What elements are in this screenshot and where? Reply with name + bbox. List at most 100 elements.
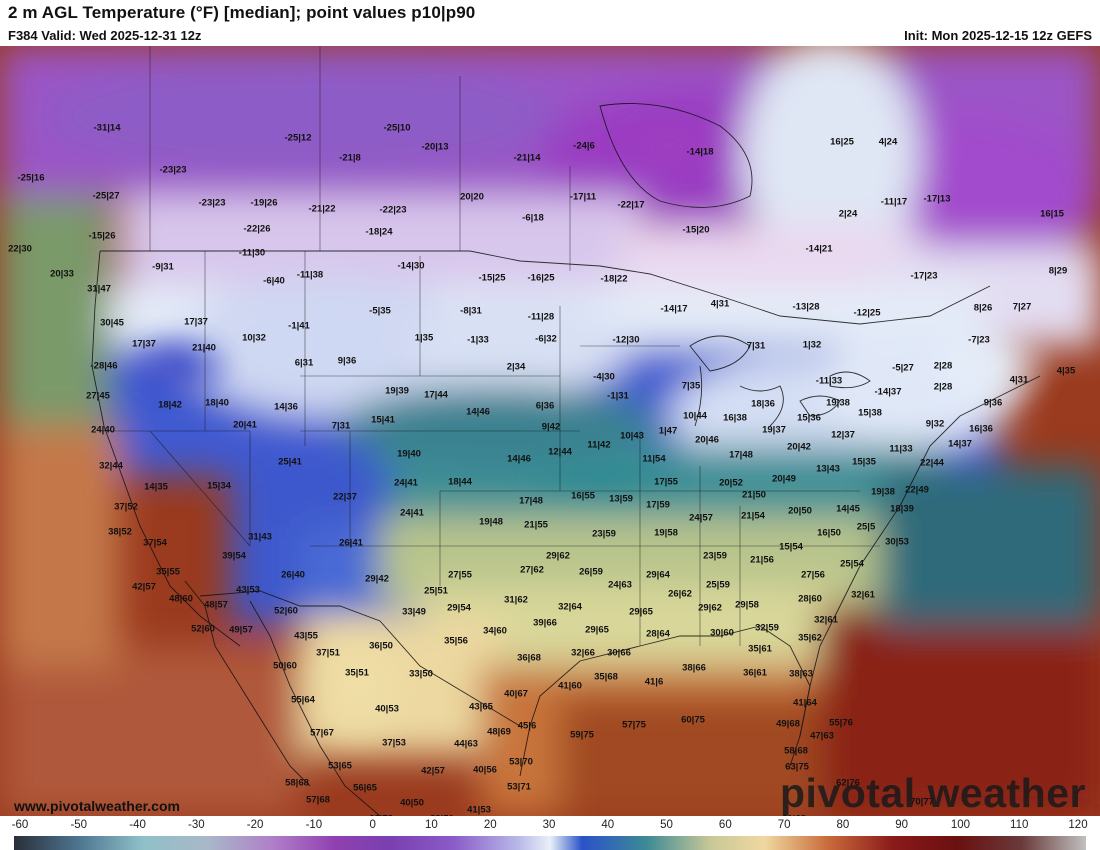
point-value: 61|63 [782,814,806,816]
scale-tick-label: 110 [1010,819,1029,831]
point-value: -31|14 [93,122,121,134]
point-value: 4|35 [1056,365,1076,377]
scale-tick-label: 60 [718,819,732,831]
point-value: 8|29 [1048,265,1068,277]
point-value: 18|36 [751,398,775,410]
point-value: -14|18 [686,146,714,158]
point-value: 11|42 [587,439,611,451]
point-value: 44|63 [454,738,478,750]
point-value: 20|20 [460,191,484,203]
website-watermark[interactable]: www.pivotalweather.com [14,798,180,814]
point-value: 24|41 [394,477,418,489]
point-value: 63|75 [785,761,809,773]
point-value: 27|56 [801,569,825,581]
point-value: 21|55 [524,519,548,531]
point-value: -21|22 [308,203,336,215]
point-value: -15|20 [682,224,710,236]
point-value: 32|64 [558,601,582,613]
point-value: 15|35 [852,456,876,468]
point-value: 37|51 [316,647,340,659]
point-value: 24|63 [608,579,632,591]
point-value: 30|45 [100,317,124,329]
point-value: 9|36 [983,397,1003,409]
point-value: 36|68 [517,652,541,664]
point-value: 37|52 [114,501,138,513]
point-value: 31|62 [504,594,528,606]
point-value: 17|59 [646,499,670,511]
point-value: 27|62 [520,564,544,576]
map-title: 2 m AGL Temperature (°F) [median]; point… [8,3,476,22]
point-value: 58|68 [285,777,309,789]
point-value: 42|57 [132,581,156,593]
point-value: 56|65 [353,782,377,794]
point-value: -5|35 [369,305,391,317]
scale-tick-label: 10 [425,819,438,831]
point-value: 2|28 [933,381,953,393]
point-value: 26|40 [281,569,305,581]
point-value: 12|37 [831,429,855,441]
point-value: 29|58 [735,599,759,611]
point-value: -14|21 [805,243,833,255]
point-value: -25|16 [17,172,45,184]
point-value: 19|38 [871,486,895,498]
point-value: 39|54 [222,550,246,562]
point-value: -20|13 [421,141,449,153]
scale-tick-label: -50 [70,819,88,831]
point-value: 4|31 [1009,374,1029,386]
point-value: 20|52 [719,477,743,489]
point-value: 20|49 [772,473,796,485]
point-value: 20|42 [787,441,811,453]
point-value: 20|41 [233,419,257,431]
point-value: 19|48 [479,516,503,528]
point-value: 23|59 [703,550,727,562]
point-value: 38|52 [108,526,132,538]
point-value: 57|67 [310,727,334,739]
point-value: 14|45 [836,503,860,515]
point-value: -17|13 [923,193,951,205]
point-value: 7|31 [746,340,766,352]
point-value: -14|37 [874,386,902,398]
point-value: -14|30 [397,260,425,272]
point-value: 30|66 [607,647,631,659]
point-value: 52|60 [191,623,215,635]
point-value: 15|38 [858,407,882,419]
point-value: 40|67 [504,688,528,700]
point-value: 21|56 [750,554,774,566]
point-value: 25|54 [840,558,864,570]
point-value: 21|50 [742,489,766,501]
point-value: -23|23 [159,164,187,176]
point-value: 35|55 [156,566,180,578]
point-value: 39|51 [430,814,454,816]
scale-tick-label: 20 [483,819,497,831]
point-value: 53|65 [328,760,352,772]
point-value: 16|25 [830,136,854,148]
point-value: 15|34 [207,480,231,492]
point-value: -11|30 [238,247,266,259]
point-value: 14|36 [274,401,298,413]
point-value: 36|50 [369,640,393,652]
point-value: -1|41 [288,320,310,332]
point-value: 43|55 [294,630,318,642]
scale-tick-label: 120 [1068,819,1088,831]
point-value: 29|64 [646,569,670,581]
point-value: 50|60 [273,660,297,672]
point-value: 53|71 [507,781,531,793]
point-value: 1|35 [414,332,434,344]
point-value: 14|35 [144,481,168,493]
color-scale-bar [14,836,1086,850]
point-value: 33|49 [402,606,426,618]
point-value: 29|65 [585,624,609,636]
point-value: -15|26 [88,230,116,242]
point-value: -11|38 [296,269,324,281]
point-value: 32|61 [814,614,838,626]
point-value: 12|44 [548,446,572,458]
point-value: 57|68 [306,794,330,806]
point-value: 35|62 [798,632,822,644]
point-value: 2|24 [838,208,858,220]
temperature-map: -31|14 -25|12 -25|10 -20|13 -21|14 -24|6 -14|1… [0,46,1100,816]
point-value: 25|41 [278,456,302,468]
point-value: 68|73 [369,814,393,816]
point-value: 40|50 [400,797,424,809]
point-value: 29|42 [365,573,389,585]
point-value: 7|35 [681,380,701,392]
